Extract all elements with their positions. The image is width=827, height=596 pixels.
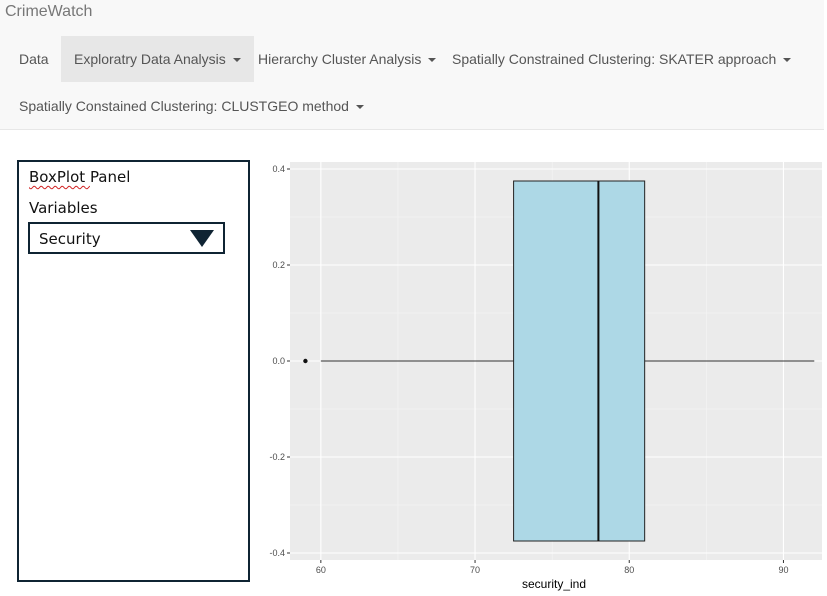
y-tick-label: -0.2 (269, 452, 285, 462)
panel-title-first: BoxPlot (29, 168, 86, 186)
panel-title: BoxPlot Panel (29, 168, 130, 186)
nav-data[interactable]: Data (6, 36, 62, 82)
nav-hca-label: Hierarchy Cluster Analysis (258, 51, 422, 67)
nav-skater-label: Spatially Constrained Clustering: SKATER… (452, 51, 777, 67)
iqr-box (513, 180, 646, 542)
variable-select[interactable]: Security (28, 222, 225, 254)
y-tick-label: 0.4 (272, 164, 285, 174)
navbar: CrimeWatch Data Exploratry Data Analysis… (0, 0, 824, 130)
nav-eda-label: Exploratry Data Analysis (74, 51, 226, 67)
caret-down-icon (783, 58, 792, 63)
x-axis: 60 70 80 90 (316, 560, 788, 575)
app-title[interactable]: CrimeWatch (5, 3, 93, 20)
y-axis: 0.4 0.2 0.0 -0.2 -0.4 (269, 164, 290, 558)
triangle-down-icon[interactable] (190, 230, 214, 247)
nav-skater[interactable]: Spatially Constrained Clustering: SKATER… (439, 36, 804, 82)
nav-data-label: Data (19, 51, 49, 67)
boxplot-panel: BoxPlot Panel Variables Security (17, 160, 250, 582)
y-tick-label: 0.0 (272, 356, 285, 366)
variables-label: Variables (29, 199, 98, 217)
caret-down-icon (428, 58, 437, 63)
variable-select-value: Security (39, 230, 101, 248)
panel-title-rest: Panel (89, 168, 131, 186)
box-layer (303, 180, 815, 542)
nav-exploratory-data-analysis[interactable]: Exploratry Data Analysis (61, 36, 254, 82)
x-tick-label: 80 (624, 565, 634, 575)
nav-hierarchy-cluster-analysis[interactable]: Hierarchy Cluster Analysis (245, 36, 449, 82)
nav-clustgeo[interactable]: Spatially Constained Clustering: CLUSTGE… (6, 83, 377, 129)
x-tick-label: 90 (778, 565, 788, 575)
x-tick-label: 60 (316, 565, 326, 575)
nav-clustgeo-label: Spatially Constained Clustering: CLUSTGE… (19, 98, 349, 114)
x-axis-label: security_ind (522, 577, 586, 591)
outlier-point (303, 358, 308, 364)
x-tick-label: 70 (470, 565, 480, 575)
caret-down-icon (232, 58, 241, 63)
boxplot-chart: 0.4 0.2 0.0 -0.2 -0.4 60 70 80 90 security_ind (269, 162, 822, 591)
caret-down-icon (355, 105, 364, 110)
y-tick-label: 0.2 (272, 260, 285, 270)
y-tick-label: -0.4 (269, 548, 285, 558)
